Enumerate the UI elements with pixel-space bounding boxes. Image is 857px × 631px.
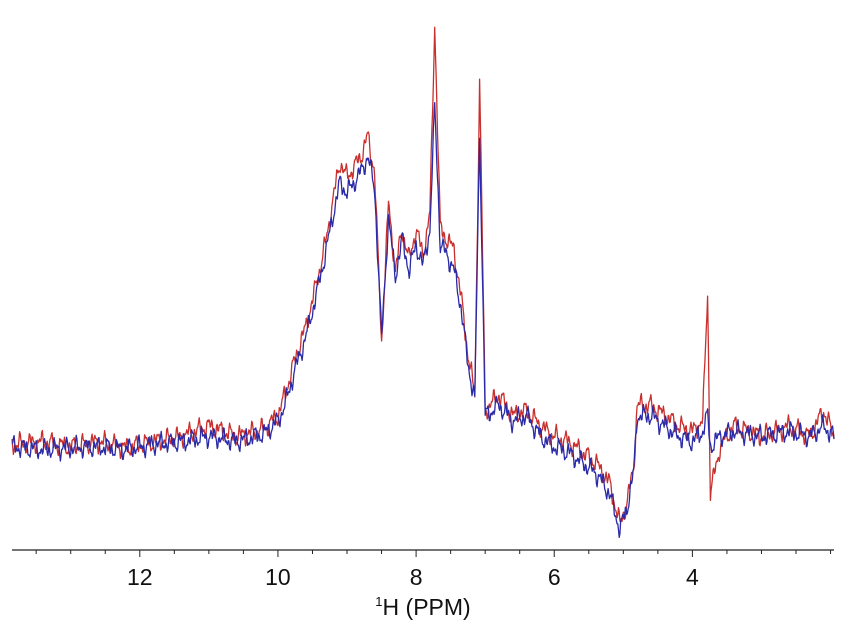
- x-tick-label: 8: [410, 564, 423, 590]
- x-tick-label: 4: [686, 564, 699, 590]
- x-tick-label: 10: [265, 564, 291, 590]
- x-axis-title-text: H (PPM): [383, 594, 471, 620]
- series-layer: [11, 26, 835, 539]
- spectrum-series-2: [11, 102, 835, 539]
- x-axis-title: 1H (PPM): [375, 594, 470, 620]
- x-axis-title-superscript: 1: [375, 594, 382, 609]
- x-tick-label: 6: [548, 564, 561, 590]
- x-tick-label: 12: [127, 564, 153, 590]
- x-tick-labels-layer: 12 10 8 6 4: [127, 564, 699, 590]
- x-ticks-layer: [35, 550, 832, 557]
